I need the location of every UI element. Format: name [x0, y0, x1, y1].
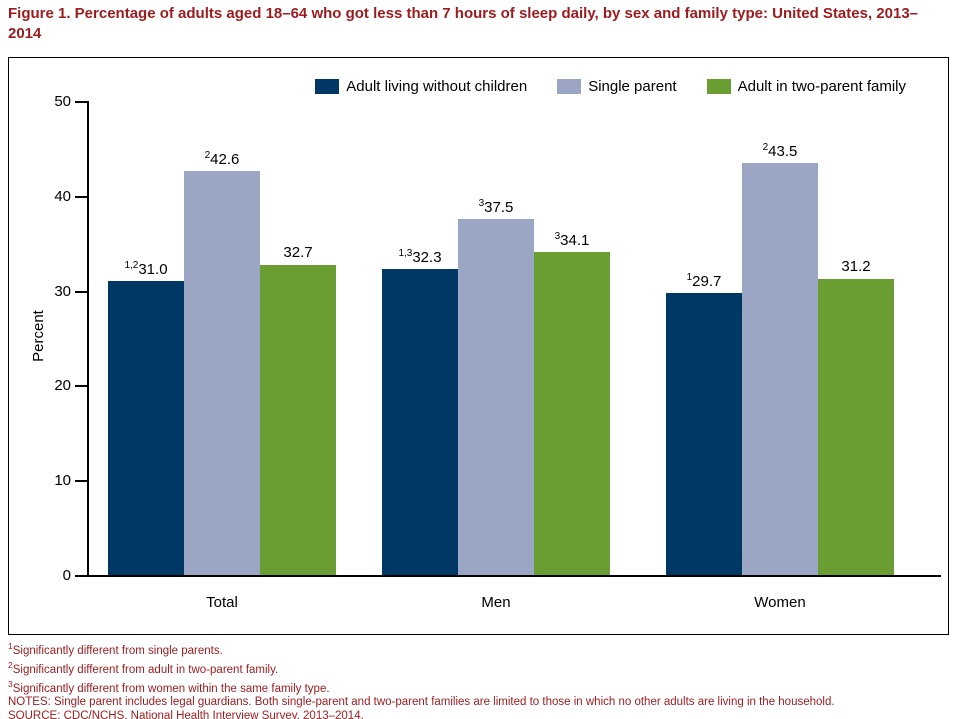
- bar: [184, 171, 260, 575]
- y-tick-label: 0: [62, 567, 71, 584]
- legend-label: Adult living without children: [346, 77, 528, 95]
- bar: [534, 252, 610, 575]
- y-tick: [75, 480, 89, 483]
- bar-value-label: 1,332.3: [398, 248, 442, 266]
- bar: [260, 265, 336, 575]
- plot-area: 0 10 20 30 40 50 1,231.0 1,332.3 129.7 242.6 337.5…: [9, 58, 948, 634]
- y-tick-label: 50: [54, 93, 71, 110]
- bar: [108, 281, 184, 575]
- y-tick: [75, 385, 89, 388]
- bar-value-label: 242.6: [204, 150, 240, 168]
- y-tick: [75, 101, 89, 103]
- legend-item: Adult in two-parent family: [706, 77, 906, 95]
- chart-legend: Adult living without children Single pare…: [9, 76, 906, 96]
- legend-swatch: [706, 78, 731, 94]
- legend-swatch: [315, 78, 340, 94]
- bar: [742, 163, 818, 575]
- legend-item: Adult living without children: [315, 78, 527, 95]
- chart-frame: Adult living without children Single pare…: [8, 57, 949, 635]
- footnote-line: 2Significantly different from adult in t…: [8, 659, 279, 676]
- bar-value-label: 337.5: [478, 198, 514, 216]
- bar-value-label: 31.2: [841, 258, 871, 275]
- y-tick-label: 10: [54, 472, 71, 490]
- bar-value-label: 32.7: [283, 244, 313, 261]
- footnotes: 1Significantly different from single par…: [8, 639, 954, 719]
- x-category-label: Total: [206, 594, 238, 611]
- bar-value-label: 243.5: [762, 142, 798, 160]
- y-tick-label: 40: [54, 187, 71, 205]
- legend-label: Single parent: [588, 77, 677, 95]
- x-category-label: Women: [754, 594, 806, 611]
- footnote-line: NOTES: Single parent includes legal guar…: [8, 696, 835, 709]
- y-tick-label: 20: [54, 377, 71, 395]
- figure-title: Figure 1. Percentage of adults aged 18–6…: [8, 5, 919, 42]
- footnote-line: 1Significantly different from single par…: [8, 641, 223, 657]
- bar: [818, 279, 894, 575]
- bar: [666, 293, 742, 575]
- bar-value-label: 129.7: [686, 272, 722, 290]
- y-tick: [75, 290, 89, 293]
- legend-label: Adult in two-parent family: [737, 77, 906, 95]
- footnote-line: SOURCE: CDC/NCHS, National Health Interv…: [8, 710, 364, 719]
- x-category-label: Men: [481, 594, 511, 611]
- y-axis-line: [87, 101, 89, 577]
- bar-value-label: 1,231.0: [124, 260, 168, 278]
- bar: [458, 219, 534, 575]
- bar-value-label: 334.1: [554, 231, 590, 249]
- y-tick-label: 30: [54, 282, 71, 300]
- y-tick: [75, 195, 89, 198]
- y-tick: [75, 575, 89, 577]
- bar: [382, 269, 458, 575]
- footnote-line: 3Significantly different from women with…: [8, 678, 330, 695]
- x-axis-line: [87, 575, 941, 577]
- legend-swatch: [557, 78, 582, 94]
- legend-item: Single parent: [557, 77, 677, 95]
